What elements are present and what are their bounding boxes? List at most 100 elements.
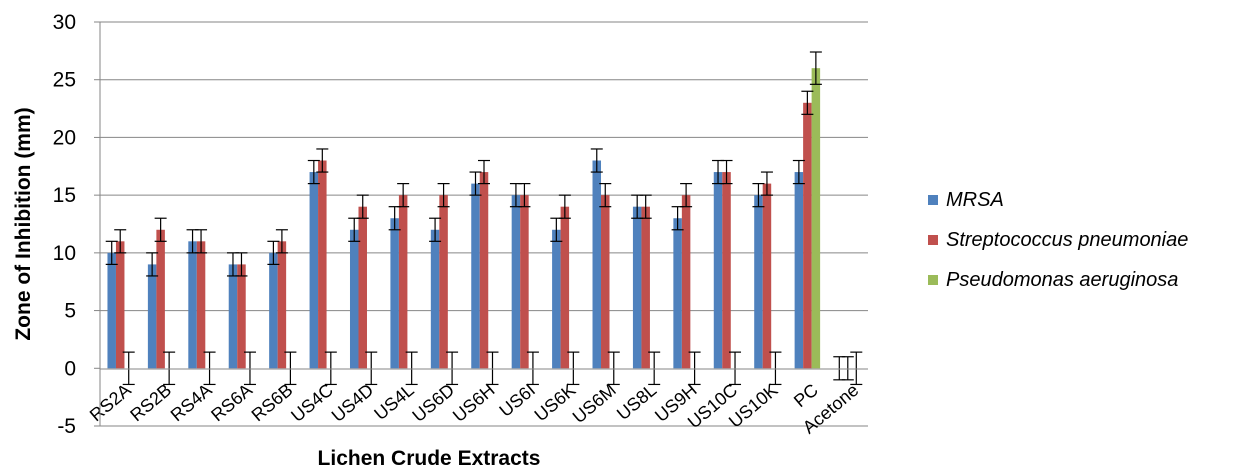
bar: [358, 206, 367, 369]
error-bar: [526, 351, 539, 386]
legend-swatch: [928, 275, 938, 285]
x-tick-label: RS2B: [126, 380, 175, 426]
x-tick-label: RS2A: [86, 380, 135, 426]
bar: [349, 229, 359, 369]
error-bar: [841, 356, 854, 381]
x-tick-label: US4L: [370, 380, 417, 424]
bar: [520, 195, 529, 369]
legend: MRSA Streptococcus pneumoniae Pseudomona…: [928, 180, 1188, 300]
error-bar: [405, 351, 418, 386]
error-bar: [801, 90, 814, 115]
y-tick-label: 20: [53, 126, 76, 149]
error-bar: [195, 229, 208, 254]
error-bar: [324, 351, 337, 386]
error-bar: [688, 351, 701, 386]
error-bar: [792, 159, 805, 185]
bar: [592, 160, 602, 369]
bar: [430, 229, 440, 369]
error-bar: [478, 159, 490, 185]
error-bar: [316, 148, 329, 173]
error-bar: [146, 252, 159, 277]
bar: [641, 206, 650, 369]
x-axis-ticks: RS2ARS2BRS4ARS6ARS6BUS4CUS4DUS4LUS6DUS6H…: [86, 380, 862, 438]
error-bar: [680, 183, 693, 208]
x-tick-label: US6I: [495, 380, 539, 421]
error-bar: [607, 351, 620, 386]
bar: [188, 241, 197, 369]
legend-item-pseudomonas: Pseudomonas aeruginosa: [928, 260, 1188, 300]
bar: [754, 195, 763, 369]
bar: [632, 206, 642, 369]
error-bar: [809, 51, 822, 85]
error-bar: [429, 217, 442, 242]
x-axis-label: Lichen Crude Extracts: [318, 447, 541, 470]
error-bar: [446, 351, 459, 386]
bar: [196, 241, 206, 369]
bar: [479, 172, 489, 369]
bar: [398, 195, 408, 369]
error-bar: [114, 229, 127, 254]
legend-label: Streptococcus pneumoniae: [946, 228, 1189, 251]
x-tick-label: US6M: [569, 380, 620, 427]
bar: [439, 195, 448, 369]
legend-swatch: [928, 235, 938, 245]
bar: [390, 218, 399, 369]
error-bar: [235, 252, 248, 277]
bar: [511, 195, 521, 369]
bar: [107, 252, 116, 369]
x-tick-label: US6K: [531, 380, 580, 426]
error-bar: [639, 194, 652, 219]
error-bar: [648, 351, 661, 386]
bar: [228, 264, 238, 369]
bar: [601, 195, 610, 369]
error-bar: [850, 351, 863, 386]
y-tick-label: 5: [64, 300, 76, 323]
error-bar: [154, 217, 167, 242]
error-bar: [275, 229, 288, 254]
bar: [147, 264, 157, 369]
error-bar: [203, 351, 216, 386]
bar: [794, 172, 804, 369]
error-bar: [486, 351, 499, 386]
legend-label: MRSA: [946, 188, 1004, 211]
x-tick-label: RS6A: [207, 380, 256, 426]
bar: [156, 229, 165, 369]
bar: [277, 241, 287, 369]
error-bar: [365, 351, 378, 386]
error-bars: [105, 51, 863, 386]
bar: [318, 160, 327, 369]
bar: [552, 229, 561, 369]
error-bar: [397, 183, 410, 208]
legend-item-mrsa: MRSA: [928, 180, 1188, 220]
error-bar: [558, 194, 571, 219]
error-bar: [590, 148, 603, 173]
y-axis-label: Zone of Inhibition (mm): [12, 107, 35, 340]
y-tick-label: 10: [53, 242, 76, 265]
bar: [269, 252, 278, 369]
bar: [681, 195, 691, 369]
error-bar: [752, 183, 765, 208]
error-bar: [760, 171, 773, 196]
error-bar: [105, 240, 118, 265]
bar: [560, 206, 570, 369]
error-bar: [284, 351, 297, 386]
error-bar: [769, 351, 782, 386]
bar: [803, 102, 812, 369]
y-tick-label: 25: [53, 69, 76, 92]
legend-item-streptococcus: Streptococcus pneumoniae: [928, 220, 1188, 260]
y-tick-label: -5: [57, 415, 76, 438]
x-tick-label: US6H: [449, 380, 499, 426]
error-bar: [729, 351, 742, 386]
error-bar: [437, 183, 450, 208]
bar: [762, 183, 772, 369]
bar: [713, 172, 723, 369]
x-tick-label: RS6B: [248, 380, 297, 426]
x-tick-label: US6D: [409, 380, 459, 426]
error-bar: [307, 159, 320, 185]
x-tick-label: US8L: [613, 380, 660, 424]
error-bar: [469, 171, 482, 196]
error-bar: [567, 351, 580, 386]
error-bar: [720, 159, 733, 185]
error-bar: [356, 194, 369, 219]
